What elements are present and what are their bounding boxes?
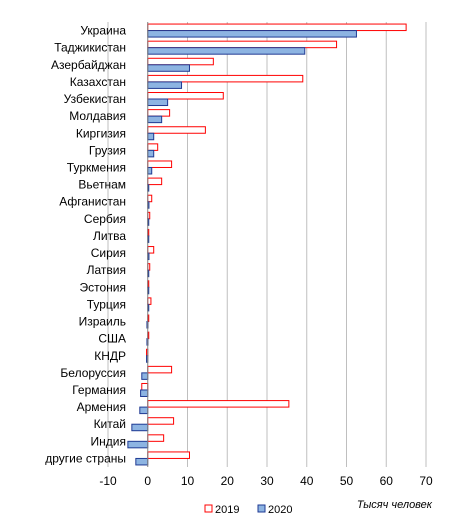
category-label: Киргизия [76, 126, 126, 140]
tick-label: 0 [144, 474, 151, 488]
category-label: Эстония [80, 280, 127, 294]
bar-2020 [147, 132, 155, 141]
tick-label: 50 [340, 474, 354, 488]
bar-2019 [147, 74, 304, 83]
bar-2020 [147, 81, 183, 89]
bar-2019 [147, 126, 206, 134]
bar-2020 [147, 115, 163, 124]
category-label: Израиль [79, 315, 126, 329]
bar-2020 [139, 406, 149, 415]
category-label: Индия [91, 434, 126, 448]
category-labels: Украина Таджикистан Азербайджан Казахстан Уз… [45, 24, 126, 466]
category-label: Казахстан [70, 75, 126, 89]
category-label: Армения [77, 400, 126, 414]
tick-label: 70 [419, 474, 433, 488]
bar-2020 [140, 389, 149, 397]
category-label: Украина [80, 24, 126, 38]
bar-2020 [135, 457, 149, 466]
bar-2019 [147, 109, 171, 117]
legend-swatch-2019 [204, 504, 213, 513]
category-label: другие страны [45, 451, 126, 465]
category-label: Латвия [87, 263, 126, 277]
bar-2020 [147, 47, 306, 55]
category-label: Германия [72, 383, 126, 397]
tick-label: 20 [221, 474, 235, 488]
bar-2019 [147, 365, 173, 374]
bar-2019 [147, 246, 155, 254]
bar-2020 [131, 423, 149, 432]
value-tick-labels: -10 0 10 20 30 40 50 60 70 [99, 474, 433, 488]
bar-2020 [147, 149, 155, 158]
bar-2019 [141, 382, 149, 391]
legend-label-2020: 2020 [268, 504, 292, 516]
category-label: Узбекистан [64, 92, 126, 106]
legend-swatch-2020 [257, 504, 266, 513]
tick-label: -10 [99, 474, 117, 488]
category-label: Молдавия [69, 109, 126, 123]
tick-label: 60 [380, 474, 394, 488]
tick-label: 40 [300, 474, 314, 488]
bar-2019 [147, 143, 159, 151]
bar-2020 [147, 30, 357, 38]
category-label: Таджикистан [54, 41, 126, 55]
category-label: Азербайджан [51, 58, 126, 72]
bar-2020 [127, 440, 149, 449]
category-label: Литва [93, 229, 126, 243]
category-label: Китай [94, 417, 126, 431]
bar-2019 [147, 23, 407, 32]
legend-label-2019: 2019 [215, 504, 239, 516]
tick-label: 10 [181, 474, 195, 488]
category-label: Грузия [89, 143, 126, 157]
tick-label: 30 [260, 474, 274, 488]
category-label: Афганистан [59, 195, 126, 209]
category-label: США [98, 332, 126, 346]
category-label: Белоруссия [60, 366, 126, 380]
category-label: Сербия [84, 212, 126, 226]
bar-2020 [147, 98, 169, 107]
unit-label: Тысяч человек [357, 499, 433, 511]
category-label: Туркмения [67, 160, 126, 174]
bar-2019 [147, 57, 214, 66]
category-label: КНДР [94, 349, 126, 363]
bar-2020 [147, 166, 153, 175]
bar-2019 [147, 177, 163, 186]
bar-2019 [147, 92, 224, 100]
bar-2019 [147, 194, 153, 203]
category-label: Сирия [91, 246, 126, 260]
legend: 2019 2020 [204, 504, 292, 516]
bar-2019 [147, 451, 190, 459]
bars [127, 23, 407, 466]
bar-2019 [147, 40, 338, 49]
bar-2019 [147, 400, 290, 408]
bar-2019 [147, 160, 173, 168]
category-label: Турция [87, 297, 126, 311]
bar-2019 [147, 417, 175, 425]
bar-2020 [147, 64, 190, 72]
category-label: Вьетнам [78, 178, 126, 192]
bar-2019 [147, 434, 165, 442]
bar-2020 [141, 372, 149, 380]
